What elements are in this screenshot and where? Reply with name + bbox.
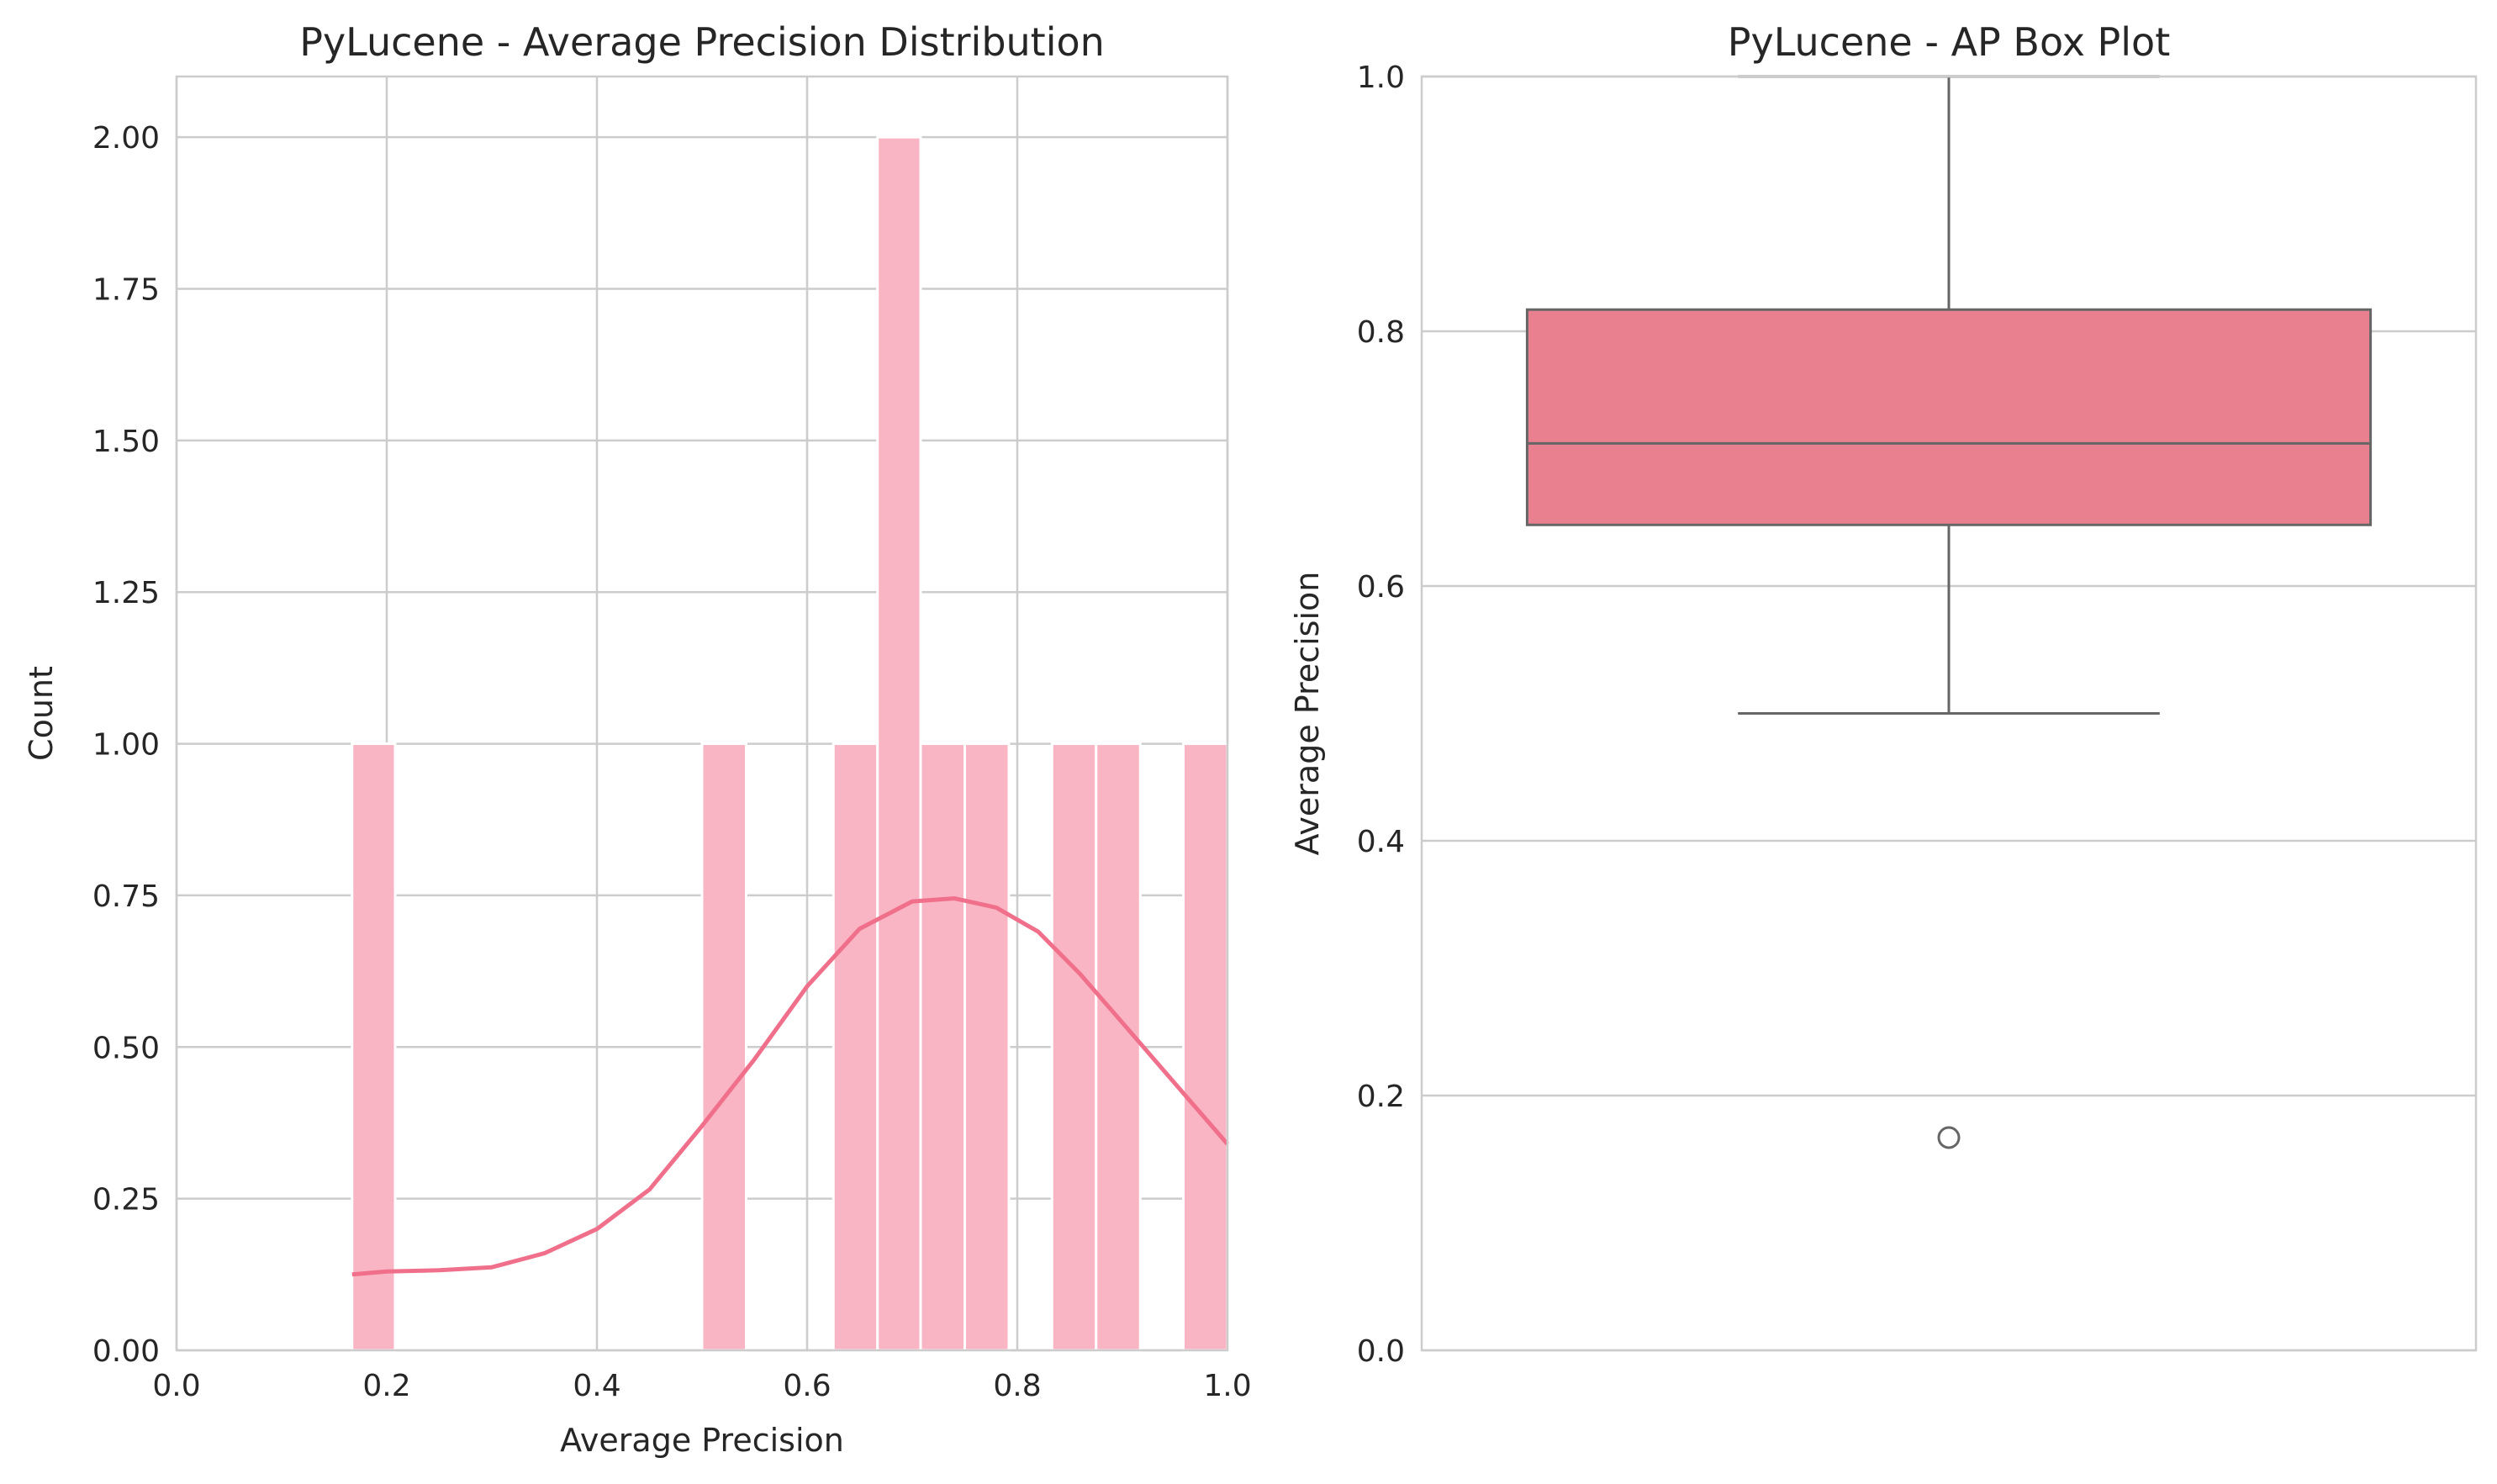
histogram-bar <box>963 742 1011 1352</box>
histogram-bar <box>831 742 879 1352</box>
histogram-x-axis-label: Average Precision <box>560 1422 844 1459</box>
boxplot-y-tick-label: 1.0 <box>1357 61 1405 95</box>
histogram-y-tick-label: 0.25 <box>92 1183 160 1217</box>
histogram-bar <box>1182 742 1229 1352</box>
histogram-bar <box>919 742 966 1352</box>
boxplot-y-tick-label: 0.6 <box>1357 570 1405 605</box>
iqr-box <box>1525 308 2373 526</box>
histogram-y-tick-label: 1.75 <box>92 273 160 308</box>
boxplot-y-tick-labels: 0.0 0.2 0.4 0.6 0.8 1.0 <box>1357 61 1405 1369</box>
boxplot-box-group <box>1525 75 2373 1149</box>
boxplot-y-tick-label: 0.8 <box>1357 315 1405 350</box>
histogram-title: PyLucene - Average Precision Distributio… <box>299 19 1105 65</box>
histogram-x-tick-label: 0.2 <box>362 1369 410 1403</box>
histogram-frame <box>175 75 1229 1352</box>
histogram-bars <box>351 135 1229 1352</box>
histogram-y-tick-label: 1.50 <box>92 425 160 459</box>
histogram-y-tick-label: 1.25 <box>92 576 160 610</box>
histogram-bar <box>700 742 747 1352</box>
histogram-y-tick-label: 2.00 <box>92 121 160 156</box>
boxplot-panel: 0.0 0.2 0.4 0.6 0.8 1.0 PyLucene - AP Box Plo… <box>1289 19 2478 1369</box>
boxplot-y-tick-label: 0.2 <box>1357 1080 1405 1114</box>
kde-curve <box>351 896 1229 1277</box>
histogram-bar <box>876 135 922 1352</box>
histogram-x-tick-label: 1.0 <box>1203 1369 1251 1403</box>
histogram-y-axis-label: Count <box>23 666 60 761</box>
histogram-y-tick-label: 0.75 <box>92 879 160 914</box>
histogram-x-tick-labels: 0.0 0.2 0.4 0.6 0.8 1.0 <box>152 1369 1251 1403</box>
boxplot-frame <box>1420 75 2478 1352</box>
histogram-y-tick-label: 1.00 <box>92 728 160 763</box>
histogram-y-tick-label: 0.50 <box>92 1031 160 1065</box>
histogram-y-tick-label: 0.00 <box>92 1334 160 1369</box>
histogram-x-tick-label: 0.4 <box>573 1369 620 1403</box>
boxplot-title: PyLucene - AP Box Plot <box>1728 19 2170 65</box>
histogram-bar <box>1050 742 1098 1352</box>
histogram-y-tick-labels: 0.00 0.25 0.50 0.75 1.00 1.25 1.50 1.75 2.00 <box>92 121 160 1369</box>
boxplot-y-tick-label: 0.0 <box>1357 1334 1405 1369</box>
histogram-x-tick-label: 0.8 <box>993 1369 1041 1403</box>
histogram-panel: 0.0 0.2 0.4 0.6 0.8 1.0 0.00 0.25 0.50 0.75 1.00 1… <box>23 19 1252 1459</box>
histogram-x-tick-label: 0.0 <box>152 1369 200 1403</box>
boxplot-y-tick-label: 0.4 <box>1357 825 1405 859</box>
histogram-bar <box>351 742 397 1352</box>
histogram-x-tick-label: 0.6 <box>783 1369 831 1403</box>
outlier-point <box>1937 1126 1961 1149</box>
boxplot-y-axis-label: Average Precision <box>1289 572 1326 856</box>
histogram-bar <box>1095 742 1142 1352</box>
